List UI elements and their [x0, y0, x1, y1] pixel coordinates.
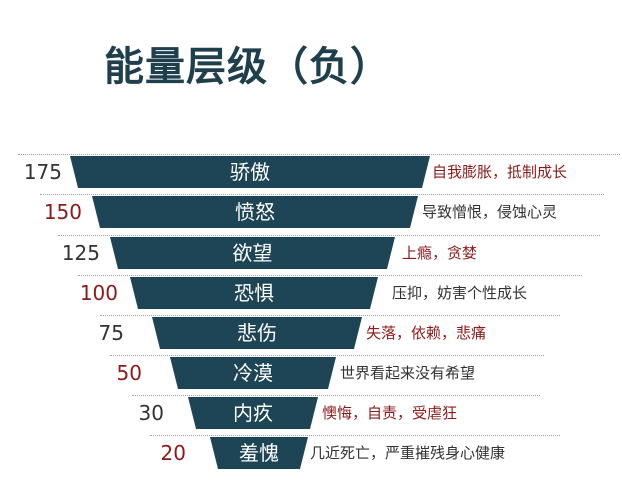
- level-description: 导致憎恨，侵蚀心灵: [422, 203, 558, 221]
- page-title: 能量层级（负）: [104, 44, 391, 90]
- level-bar: 羞愧: [210, 437, 308, 469]
- level-value: 20: [160, 441, 186, 465]
- level-bar: 骄傲: [70, 156, 430, 188]
- level-description: 几近死亡，严重摧残身心健康: [310, 444, 506, 462]
- level-divider-line: [100, 315, 560, 316]
- level-bar: 冷漠: [170, 357, 336, 389]
- level-row: 75 悲伤 失落，依赖，悲痛: [0, 315, 622, 355]
- level-row: 20 羞愧 几近死亡，严重摧残身心健康: [0, 435, 622, 475]
- level-description: 自我膨胀，抵制成长: [432, 163, 568, 181]
- level-row: 50 冷漠 世界看起来没有希望: [0, 355, 622, 395]
- level-divider-line: [58, 235, 600, 236]
- level-row: 175 骄傲 自我膨胀，抵制成长: [0, 154, 622, 194]
- level-row: 150 愤怒 导致憎恨，侵蚀心灵: [0, 194, 622, 234]
- level-divider-line: [78, 275, 582, 276]
- level-bar: 悲伤: [152, 317, 362, 349]
- level-description: 懊悔，自责，受虐狂: [322, 404, 458, 422]
- level-value: 100: [79, 281, 118, 305]
- level-description: 上瘾，贪婪: [402, 244, 478, 262]
- level-value: 125: [61, 241, 100, 265]
- level-value: 50: [116, 361, 142, 385]
- level-divider-line: [110, 355, 544, 356]
- level-divider-line: [40, 194, 604, 195]
- level-divider-line: [132, 395, 540, 396]
- level-description: 世界看起来没有希望: [340, 364, 476, 382]
- level-value: 30: [138, 401, 164, 425]
- level-bar: 恐惧: [130, 277, 378, 309]
- level-row: 125 欲望 上瘾，贪婪: [0, 235, 622, 275]
- level-row: 30 内疚 懊悔，自责，受虐狂: [0, 395, 622, 435]
- level-bar: 内疚: [188, 397, 318, 429]
- level-divider-line: [18, 154, 620, 155]
- level-value: 150: [43, 200, 82, 224]
- level-bar: 愤怒: [92, 196, 418, 228]
- level-divider-line: [150, 435, 560, 436]
- level-bar: 欲望: [110, 237, 395, 269]
- level-value: 175: [23, 160, 62, 184]
- level-description: 压抑，妨害个性成长: [392, 284, 528, 302]
- level-description: 失落，依赖，悲痛: [366, 324, 487, 342]
- level-row: 100 恐惧 压抑，妨害个性成长: [0, 275, 622, 315]
- level-value: 75: [98, 321, 124, 345]
